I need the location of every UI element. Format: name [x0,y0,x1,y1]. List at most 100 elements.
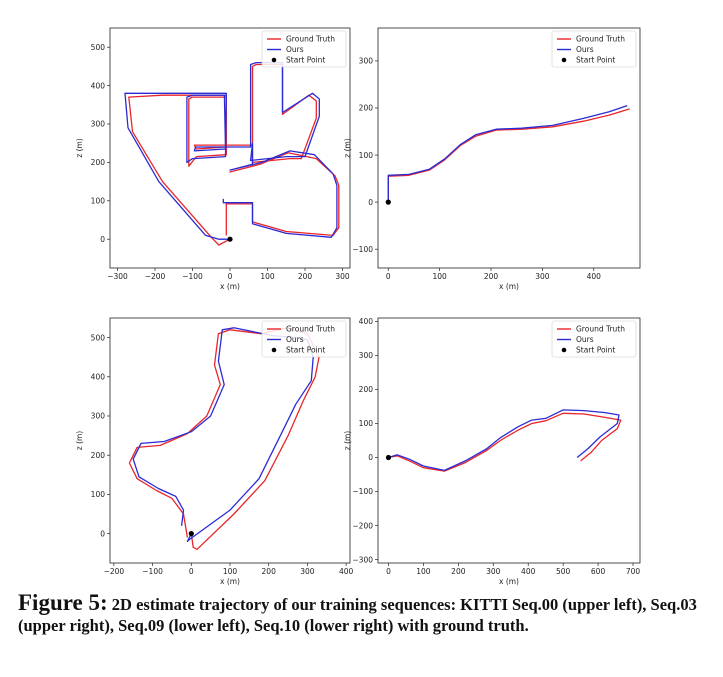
y-tick-label: 100 [91,490,106,499]
legend-entry-label: Ours [286,335,304,344]
legend-entry-label: Ground Truth [576,35,625,44]
legend-entry-label: Ours [576,335,594,344]
series-line-ground-truth [128,63,340,246]
legend-entry-label: Ground Truth [286,325,335,334]
y-tick-label: 300 [359,351,374,360]
x-tick-label: −200 [145,272,166,281]
y-tick-label: −300 [352,555,373,564]
x-tick-label: −200 [104,567,125,576]
y-tick-label: 300 [359,57,374,66]
legend-entry-label: Ours [286,45,304,54]
x-tick-label: 100 [416,567,431,576]
legend-box [261,320,347,358]
start-point-marker [188,531,194,537]
y-tick-label: 100 [359,419,374,428]
figure-label: Figure 5: [18,590,108,615]
series-line-ground-truth [387,108,630,203]
y-tick-label: −100 [352,487,373,496]
y-tick-label: 200 [91,451,106,460]
x-tick-label: 200 [484,272,499,281]
y-tick-label: 200 [91,158,106,167]
legend-box [551,320,637,358]
chart-panel-seq10: 0 100 200 300 400 500 600 700 −300 −200 −100 0 100 20… [343,317,641,586]
legend-entry-label: Ground Truth [576,325,625,334]
y-tick-label: 0 [368,453,373,462]
plot-frame [377,27,641,269]
x-tick-label: 600 [591,567,606,576]
legend-swatch [561,57,567,63]
x-tick-label: 0 [189,567,194,576]
y-tick-label: 0 [368,198,373,207]
y-tick-label: −200 [352,521,373,530]
caption-text: 2D estimate trajectory of our training s… [18,595,697,635]
legend-swatch [271,57,277,63]
y-tick-label: 100 [359,151,374,160]
y-axis-label: z (m) [75,431,84,451]
chart-panel-seq03: 0 100 200 300 400 −100 0 100 200 300 x (m) z (m) Gro… [343,27,641,291]
x-tick-label: 200 [298,272,313,281]
x-tick-label: 100 [432,272,447,281]
y-tick-label: −100 [352,245,373,254]
legend-entry-label: Start Point [576,56,615,65]
chart-panel-seq00: −300 −200 −100 0 100 200 300 0 100 200 300 400 500 x … [75,27,351,291]
y-tick-label: 100 [91,197,106,206]
y-tick-label: 0 [100,529,105,538]
x-tick-label: 400 [339,567,354,576]
x-tick-label: −100 [142,567,163,576]
start-point-marker [385,454,392,461]
figure-canvas: −300 −200 −100 0 100 200 300 0 100 200 300 400 500 x … [75,27,641,586]
legend-box [261,30,347,68]
legend-entry-label: Start Point [576,346,615,355]
series-line-ours [387,104,628,203]
legend-entry-label: Ground Truth [286,35,335,44]
x-tick-label: 300 [300,567,315,576]
series-line-ground-truth [128,327,320,550]
x-tick-label: 300 [486,567,501,576]
x-tick-label: 300 [335,272,350,281]
legend-swatch [271,347,277,353]
y-tick-label: 200 [359,385,374,394]
y-tick-label: 0 [100,235,105,244]
series-line-ours [124,61,338,240]
legend-box [551,30,637,68]
y-tick-label: 500 [91,43,106,52]
x-tick-label: 300 [535,272,550,281]
figure-caption: Figure 5: 2D estimate trajectory of our … [18,590,718,636]
y-tick-label: 300 [91,412,106,421]
x-axis-label: x (m) [220,577,240,586]
y-tick-label: 300 [91,120,106,129]
series-line-ours [132,327,314,543]
y-tick-label: 500 [91,333,106,342]
x-axis-label: x (m) [499,577,519,586]
y-tick-label: 400 [91,373,106,382]
y-axis-label: z (m) [343,431,352,451]
series-line-ground-truth [388,412,622,472]
x-tick-label: 0 [386,272,391,281]
x-tick-label: 0 [386,567,391,576]
legend-swatch [561,347,567,353]
legend-entry-label: Start Point [286,346,325,355]
y-axis-label: z (m) [75,138,84,158]
x-tick-label: 200 [451,567,466,576]
y-tick-label: 400 [359,317,374,326]
x-tick-label: −300 [107,272,128,281]
x-tick-label: 700 [626,567,641,576]
y-axis-label: z (m) [343,138,352,158]
x-tick-label: 400 [587,272,602,281]
start-point-marker [385,199,391,205]
x-tick-label: 100 [223,567,238,576]
x-axis-label: x (m) [220,282,240,291]
legend-entry-label: Start Point [286,56,325,65]
x-tick-label: 400 [521,567,536,576]
series-line-ours [388,409,620,472]
x-tick-label: 200 [262,567,277,576]
x-tick-label: 100 [260,272,275,281]
plot-frame [377,317,641,564]
start-point-marker [227,236,233,242]
x-axis-label: x (m) [499,282,519,291]
y-tick-label: 400 [91,81,106,90]
